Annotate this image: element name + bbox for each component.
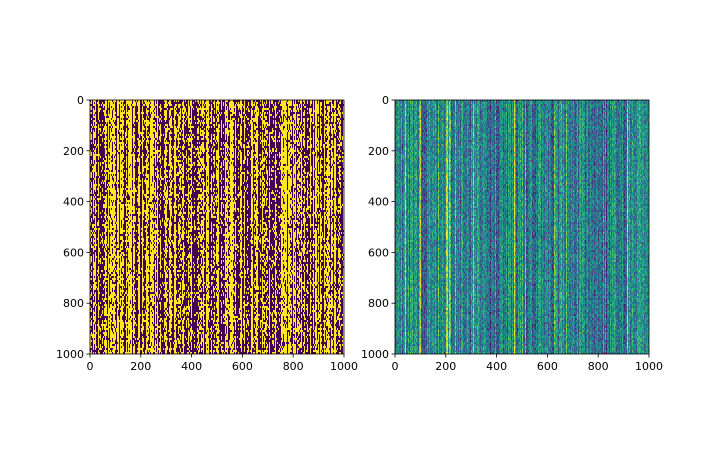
y-tick-label: 200	[63, 145, 84, 158]
x-tick-label: 800	[588, 360, 609, 373]
x-tick-label: 400	[181, 360, 202, 373]
x-tick-label: 400	[486, 360, 507, 373]
heatmap-image	[395, 100, 649, 354]
y-tick-label: 400	[63, 196, 84, 209]
y-tick-label: 600	[63, 246, 84, 259]
x-tick-label: 200	[435, 360, 456, 373]
y-tick-label: 600	[368, 246, 389, 259]
x-tick-label: 0	[87, 360, 94, 373]
x-tick-label: 800	[283, 360, 304, 373]
plot-frame	[394, 99, 650, 355]
y-tick-label: 0	[77, 94, 84, 107]
y-tick-label: 1000	[56, 348, 84, 361]
y-tick-label: 200	[368, 145, 389, 158]
y-tick-label: 800	[63, 297, 84, 310]
y-tick-label: 400	[368, 196, 389, 209]
y-tick-label: 0	[382, 94, 389, 107]
plot-frame	[89, 99, 345, 355]
y-tick-label: 800	[368, 297, 389, 310]
x-tick-label: 600	[537, 360, 558, 373]
x-tick-label: 600	[232, 360, 253, 373]
x-tick-label: 200	[130, 360, 151, 373]
y-tick-label: 1000	[361, 348, 389, 361]
heatmap-image	[90, 100, 344, 354]
x-tick-label: 1000	[635, 360, 663, 373]
x-tick-label: 0	[392, 360, 399, 373]
x-tick-label: 1000	[330, 360, 358, 373]
